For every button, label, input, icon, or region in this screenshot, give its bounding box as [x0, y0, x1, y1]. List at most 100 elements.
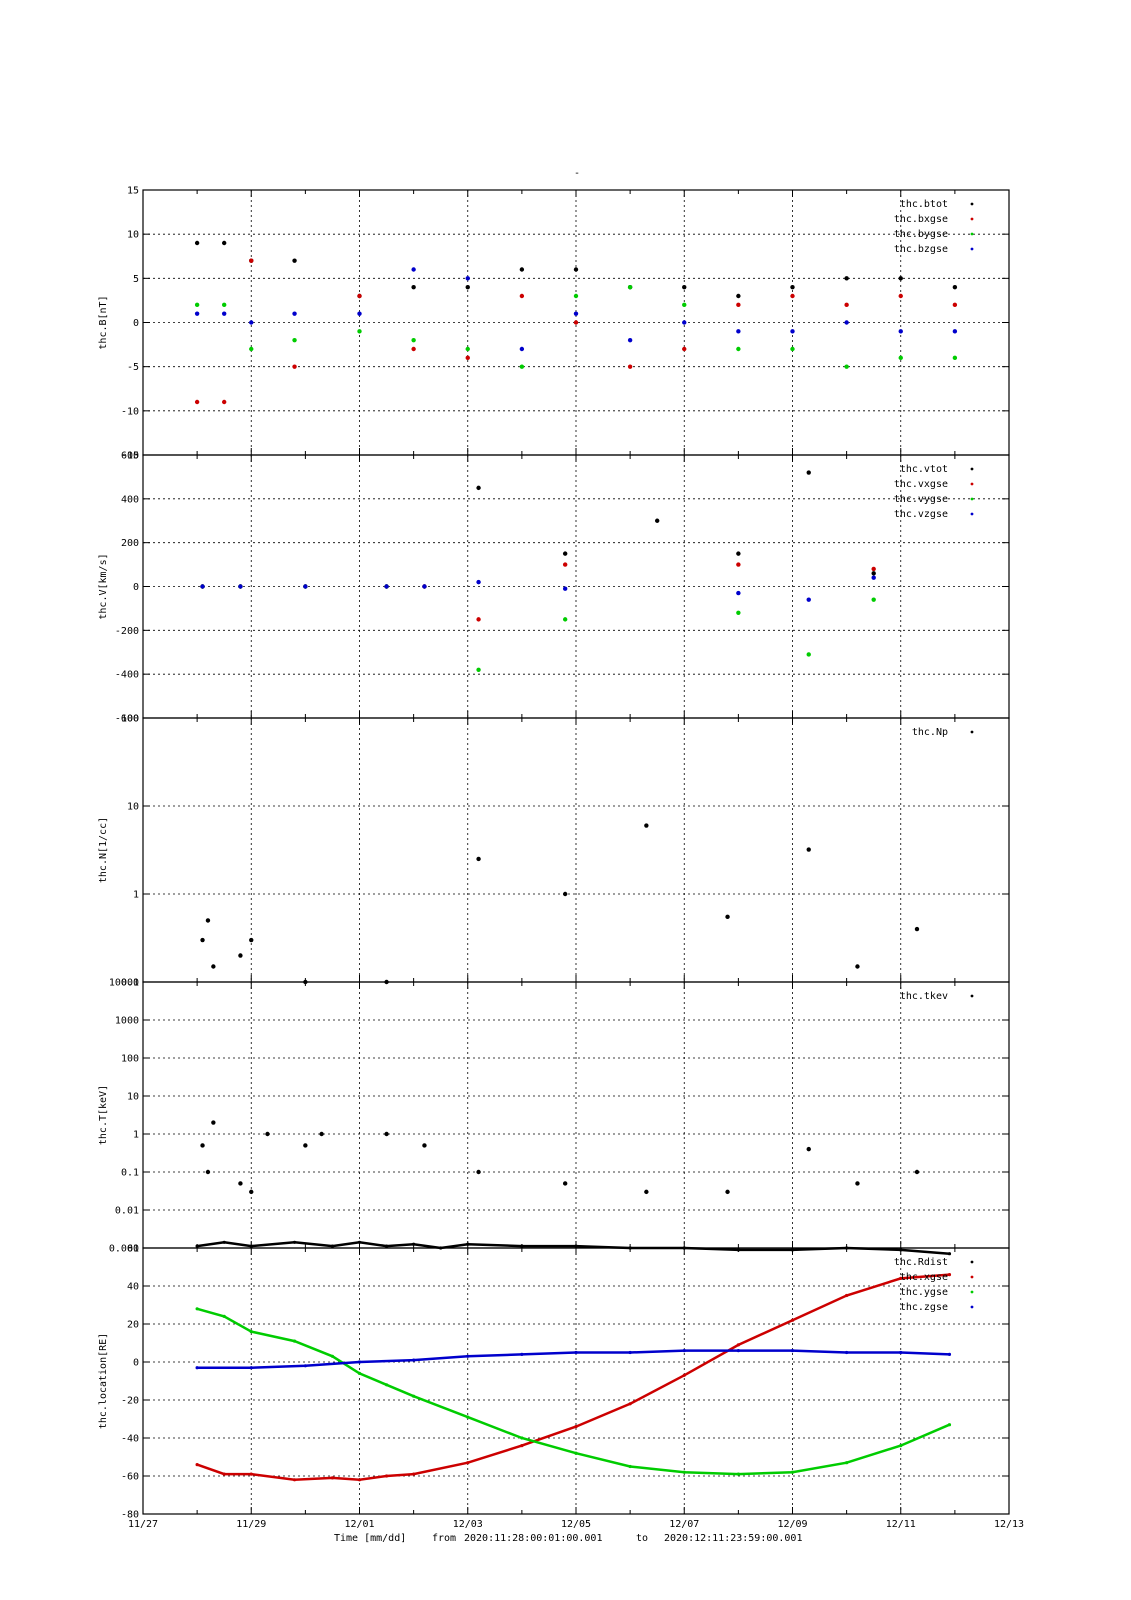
data-point — [736, 302, 741, 308]
legend-entry: thc.bzgse — [894, 244, 948, 255]
data-point — [682, 302, 687, 308]
data-point — [952, 284, 958, 290]
legend-entry: thc.Np — [912, 727, 948, 738]
data-point — [222, 1472, 226, 1476]
data-point — [519, 346, 525, 352]
data-point — [476, 485, 481, 491]
legend-marker — [970, 467, 974, 471]
data-point — [384, 1383, 389, 1387]
data-point — [195, 1463, 199, 1467]
legend-marker — [970, 1290, 974, 1294]
data-point — [195, 1244, 199, 1248]
data-point — [412, 1394, 416, 1398]
data-point — [384, 584, 389, 589]
data-point — [899, 1276, 903, 1280]
data-point — [303, 584, 308, 589]
data-point — [221, 240, 227, 246]
series-thc.xgse — [195, 1273, 952, 1482]
legend-marker — [970, 232, 974, 236]
data-point — [238, 1181, 243, 1186]
series-thc.tkev — [200, 1120, 920, 1195]
data-point — [465, 276, 470, 281]
data-point — [790, 1470, 795, 1474]
data-point — [952, 302, 958, 308]
data-point — [562, 562, 568, 567]
data-point — [628, 1350, 632, 1355]
data-point — [871, 575, 876, 580]
data-point — [628, 1402, 632, 1406]
y-tick-label: 600 — [121, 451, 139, 462]
data-point — [465, 284, 470, 290]
data-point — [562, 586, 568, 591]
y-tick-label: 100 — [121, 714, 139, 725]
series-thc.vxgse — [200, 562, 876, 622]
data-point — [412, 1472, 416, 1476]
legend-marker — [970, 1305, 974, 1309]
y-tick-label: -15 — [121, 451, 139, 462]
y-axis-label: thc.N[1/cc] — [98, 817, 109, 883]
y-tick-label: -400 — [115, 670, 139, 681]
data-point — [357, 1371, 362, 1375]
x-tick-label: 12/07 — [669, 1519, 699, 1530]
data-point — [574, 1451, 578, 1455]
data-point — [736, 610, 741, 615]
data-point — [736, 1248, 740, 1252]
legend-entry: thc.ygse — [900, 1287, 948, 1298]
footer-to: 2020:12:11:23:59:00.001 — [664, 1533, 802, 1544]
data-point — [562, 551, 568, 556]
data-point — [476, 617, 481, 622]
data-point — [562, 891, 568, 897]
series-thc.vygse — [200, 584, 876, 672]
data-point — [466, 1242, 470, 1246]
data-point — [292, 337, 297, 343]
data-point — [520, 1244, 524, 1248]
data-point — [644, 823, 649, 828]
x-tick-labels: 11/27 11/29 12/01 12/03 12/05 12/07 12/09 12/11… — [128, 1519, 1024, 1530]
data-point — [790, 1248, 795, 1252]
data-point — [466, 1461, 470, 1465]
data-point — [790, 346, 795, 352]
y-tick-label: -10 — [121, 406, 139, 417]
data-point — [573, 293, 579, 299]
data-point — [627, 337, 633, 343]
panels: -15-10-5051015thc.B[nT]thc.btotthc.bxgse… — [98, 186, 1010, 1521]
data-point — [682, 1246, 686, 1250]
data-point — [411, 267, 416, 272]
data-point — [249, 1244, 253, 1248]
y-axis-label: thc.location[RE] — [98, 1333, 109, 1429]
x-tick-label: 12/03 — [453, 1519, 483, 1530]
data-point — [736, 1343, 740, 1347]
data-point — [519, 364, 525, 369]
data-point — [466, 1415, 470, 1419]
data-point — [265, 1131, 270, 1137]
data-point — [855, 1181, 860, 1186]
footer-from: 2020:11:28:00:01:00.001 — [464, 1533, 602, 1544]
data-point — [412, 1358, 416, 1362]
legend-marker — [970, 217, 974, 221]
panel-4: 0.001 0.01 0.1 1 10 100 1000 10000 thc.T[keV] thc… — [98, 978, 1010, 1255]
y-tick-label: -600 — [115, 714, 139, 725]
y-tick-label: 0.1 — [121, 978, 139, 989]
data-point — [914, 926, 920, 932]
data-point — [682, 1470, 686, 1474]
data-point — [914, 1169, 920, 1175]
legend-entry: thc.bygse — [894, 229, 948, 240]
data-point — [238, 584, 243, 589]
legend-entry: thc.Rdist — [894, 1257, 948, 1268]
data-point — [205, 1169, 211, 1175]
data-point — [952, 355, 958, 361]
data-point — [871, 566, 876, 572]
y-tick-label: 0 — [133, 1358, 139, 1369]
legend-marker — [970, 1260, 974, 1264]
legend-entry: thc.zgse — [900, 1302, 948, 1313]
data-point — [476, 856, 481, 862]
x-tick-label: 12/05 — [561, 1519, 591, 1530]
legend-entry: thc.bxgse — [894, 214, 948, 225]
y-tick-label: 1 — [133, 1130, 139, 1141]
data-point — [871, 571, 876, 576]
y-tick-label: -20 — [121, 1396, 139, 1407]
data-point — [573, 311, 579, 316]
data-point — [952, 329, 958, 334]
data-point — [292, 364, 297, 369]
data-point — [790, 1318, 795, 1322]
